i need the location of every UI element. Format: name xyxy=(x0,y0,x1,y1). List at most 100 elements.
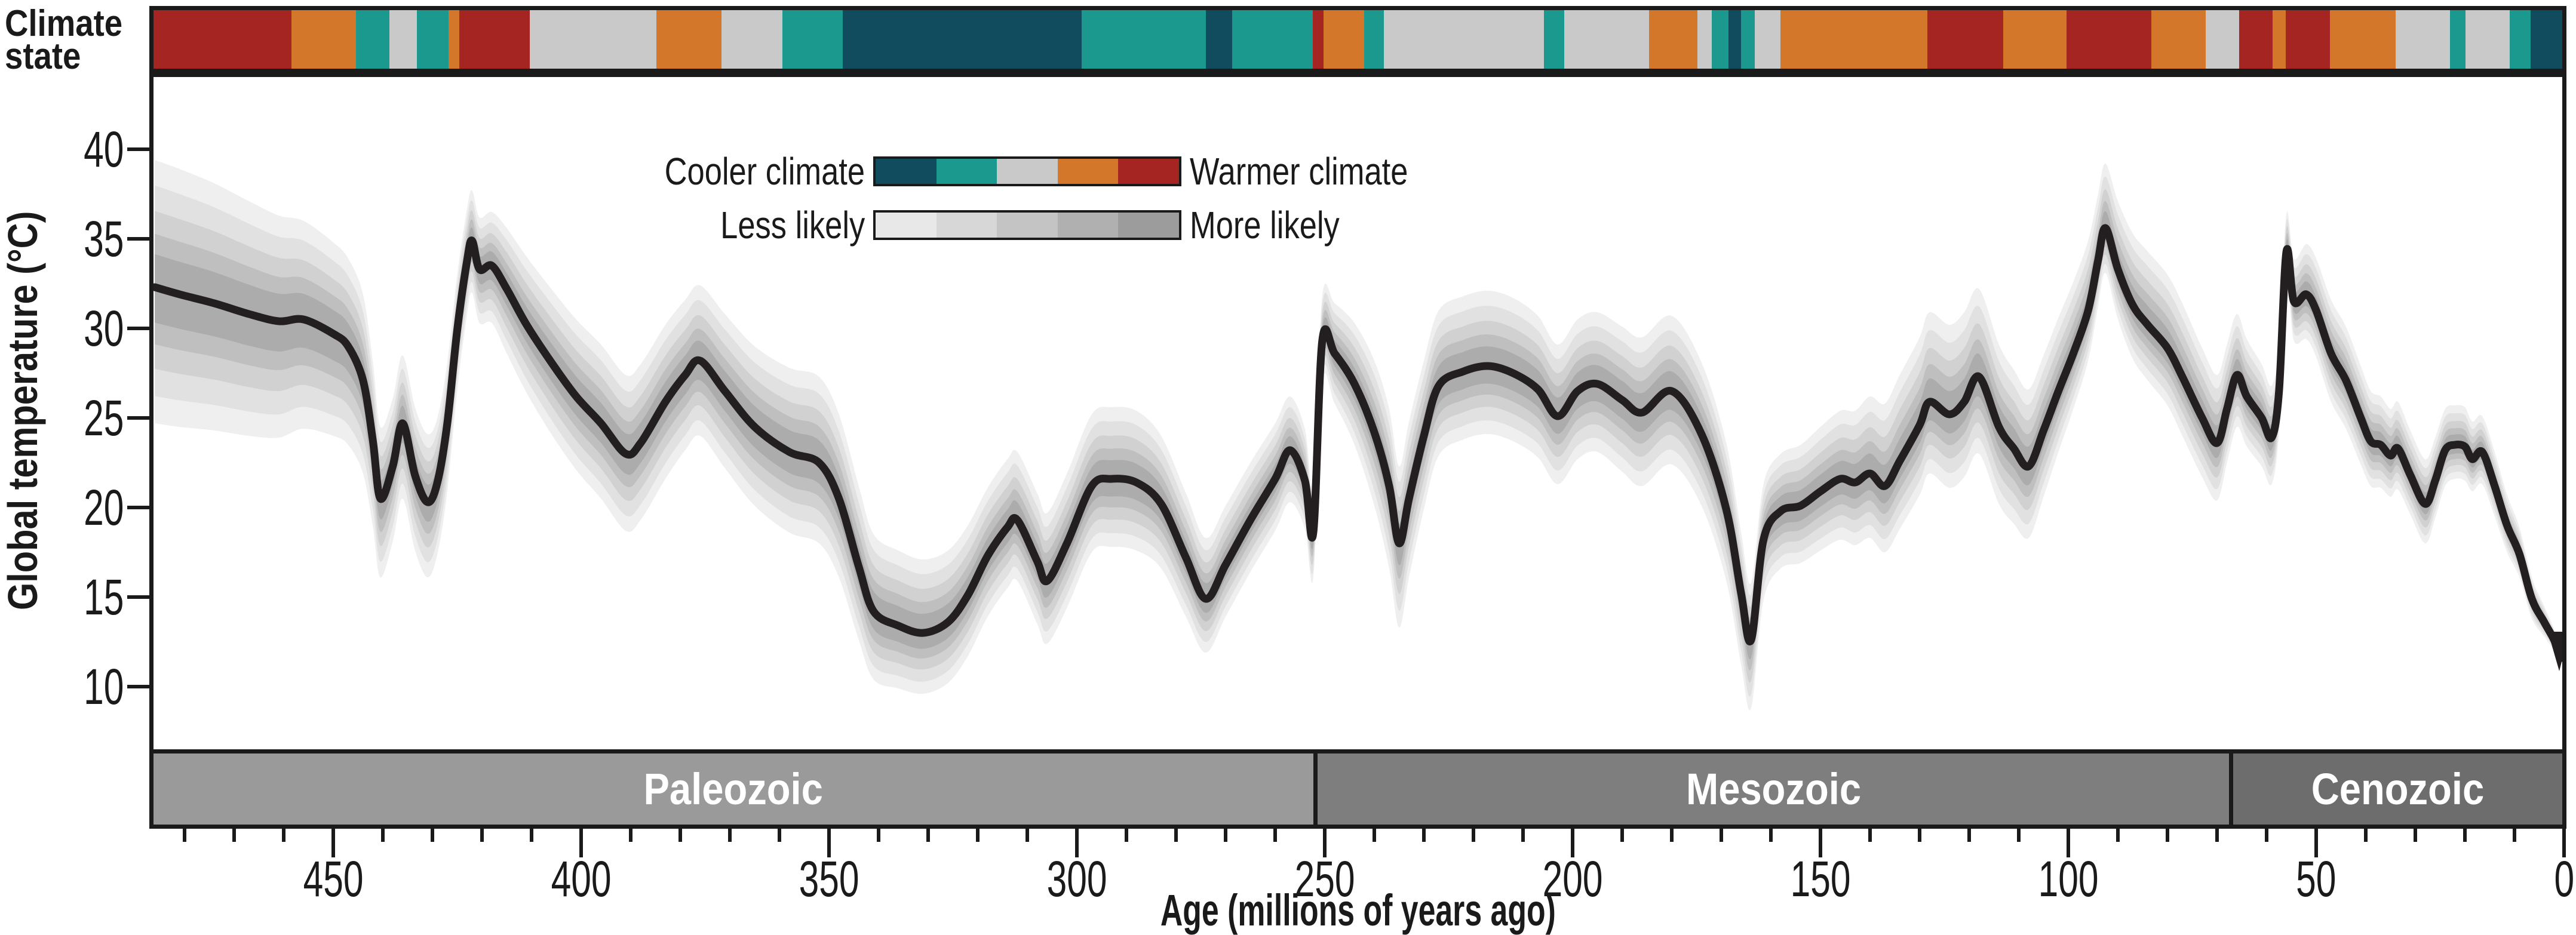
legend-swatch-coolhouse xyxy=(936,159,997,184)
climate-state-segment-coolhouse xyxy=(1712,10,1729,69)
y-tick-label-35: 35 xyxy=(0,214,124,264)
y-tick-label-text-35: 35 xyxy=(83,211,124,267)
legend-swatch-likelihood-5 xyxy=(1118,213,1179,238)
median-temperature-line xyxy=(153,224,2562,671)
x-tick-label-text-450: 450 xyxy=(303,851,364,907)
legend-likelihood-swatches xyxy=(873,210,1181,240)
climate-state-segment-coolhouse xyxy=(416,10,449,69)
climate-state-segment-hothouse xyxy=(2285,10,2330,69)
era-cell-paleozoic: Paleozoic xyxy=(153,753,1314,825)
legend-cooler-label: Cooler climate xyxy=(664,150,865,193)
x-tick-label-100: 100 xyxy=(2003,854,2134,904)
climate-state-segment-warmhouse xyxy=(1324,10,1365,69)
climate-state-segment-transitional xyxy=(389,10,417,69)
climate-state-segment-warmhouse xyxy=(2003,10,2067,69)
climate-state-segment-transitional xyxy=(529,10,657,69)
x-tick-label-text-100: 100 xyxy=(2038,851,2099,907)
uncertainty-fan xyxy=(155,160,2562,711)
x-tick-label-text-250: 250 xyxy=(1294,851,1355,907)
y-tick-label-25: 25 xyxy=(0,393,124,443)
era-bar: Paleozoic Mesozoic Cenozoic xyxy=(149,749,2566,829)
x-tick-label-150: 150 xyxy=(1755,854,1886,904)
y-tick-label-10: 10 xyxy=(0,662,124,712)
x-tick-label-text-300: 300 xyxy=(1046,851,1107,907)
x-tick-label-350: 350 xyxy=(763,854,895,904)
era-label-text: Paleozoic xyxy=(643,764,824,814)
climate-state-segment-warmhouse xyxy=(1780,10,1927,69)
x-tick-label-text-0: 0 xyxy=(2554,851,2574,907)
y-tick-label-text-10: 10 xyxy=(83,659,124,715)
y-tick-label-text-15: 15 xyxy=(83,569,124,625)
climate-state-segment-transitional xyxy=(721,10,783,69)
climate-state-label-line2: state xyxy=(5,36,81,77)
climate-state-segment-transitional xyxy=(2396,10,2451,69)
legend-swatch-transitional xyxy=(997,159,1058,184)
climate-state-segment-icehouse xyxy=(1728,10,1741,69)
legend-swatch-likelihood-4 xyxy=(1057,213,1119,238)
legend-swatch-likelihood-1 xyxy=(876,213,937,238)
era-cell-cenozoic: Cenozoic xyxy=(2233,753,2562,825)
era-label-text: Mesozoic xyxy=(1685,764,1861,814)
climate-state-segment-coolhouse xyxy=(355,10,389,69)
climate-state-label-line1: Climate xyxy=(5,3,123,44)
legend-swatch-likelihood-2 xyxy=(936,213,997,238)
climate-state-segment-icehouse xyxy=(1206,10,1233,69)
climate-state-segment-warmhouse xyxy=(1649,10,1698,69)
x-tick-label-text-400: 400 xyxy=(551,851,612,907)
climate-state-segment-coolhouse xyxy=(2450,10,2466,69)
legend-swatch-warmhouse xyxy=(1057,159,1119,184)
climate-state-segment-coolhouse xyxy=(1740,10,1755,69)
x-tick-label-200: 200 xyxy=(1507,854,1638,904)
y-tick-label-text-25: 25 xyxy=(83,390,124,446)
median-temperature-path xyxy=(153,224,2562,662)
climate-state-segment-coolhouse xyxy=(2509,10,2531,69)
climate-state-label: Climate state xyxy=(5,3,139,77)
x-axis-title: Age (millions of years ago) xyxy=(1160,885,1556,935)
climate-state-segment-transitional xyxy=(1564,10,1650,69)
climate-state-segment-coolhouse xyxy=(1544,10,1565,69)
era-label-text: Cenozoic xyxy=(2311,764,2485,814)
climate-state-segment-coolhouse xyxy=(1364,10,1384,69)
y-tick-label-text-20: 20 xyxy=(83,479,124,536)
legend-warmer-label: Warmer climate xyxy=(1190,150,1408,193)
x-tick-label-250: 250 xyxy=(1259,854,1390,904)
x-tick-label-0: 0 xyxy=(2498,854,2576,904)
climate-state-segment-warmhouse xyxy=(291,10,356,69)
uncertainty-band-level-2 xyxy=(155,176,2562,697)
climate-state-segment-coolhouse xyxy=(1081,10,1206,69)
climate-state-segment-hothouse xyxy=(2066,10,2151,69)
y-axis-ticks xyxy=(127,147,149,688)
x-tick-label-text-50: 50 xyxy=(2296,851,2336,907)
era-cell-mesozoic: Mesozoic xyxy=(1313,753,2234,825)
x-tick-label-400: 400 xyxy=(515,854,647,904)
era-label-cenozoic: Cenozoic xyxy=(2233,753,2562,825)
climate-state-segment-hothouse xyxy=(1927,10,2003,69)
x-tick-label-300: 300 xyxy=(1011,854,1143,904)
x-tick-label-450: 450 xyxy=(268,854,399,904)
climate-state-segment-hothouse xyxy=(1313,10,1324,69)
climate-state-segment-coolhouse xyxy=(782,10,843,69)
x-tick-label-text-350: 350 xyxy=(799,851,859,907)
climate-state-segment-transitional xyxy=(1697,10,1712,69)
climate-state-segment-transitional xyxy=(2466,10,2510,69)
climate-state-segment-icehouse xyxy=(842,10,1082,69)
climate-state-segment-coolhouse xyxy=(1232,10,1313,69)
climate-state-segment-warmhouse xyxy=(2329,10,2396,69)
y-tick-label-30: 30 xyxy=(0,303,124,353)
legend-less-likely-label: Less likely xyxy=(720,204,865,247)
y-tick-label-20: 20 xyxy=(0,482,124,533)
uncertainty-band-level-5 xyxy=(155,211,2562,660)
climate-state-segment-warmhouse xyxy=(2272,10,2286,69)
climate-state-strip xyxy=(149,6,2566,73)
y-tick-label-15: 15 xyxy=(0,572,124,622)
climate-state-segment-warmhouse xyxy=(448,10,459,69)
climate-state-segment-transitional xyxy=(1754,10,1781,69)
y-tick-label-text-30: 30 xyxy=(83,300,124,356)
legend-more-likely-label: More likely xyxy=(1190,204,1340,247)
legend-swatch-hothouse xyxy=(1118,159,1179,184)
era-label-mesozoic: Mesozoic xyxy=(1318,753,2229,825)
climate-state-segment-warmhouse xyxy=(2151,10,2206,69)
climate-state-segment-hothouse xyxy=(153,10,291,69)
